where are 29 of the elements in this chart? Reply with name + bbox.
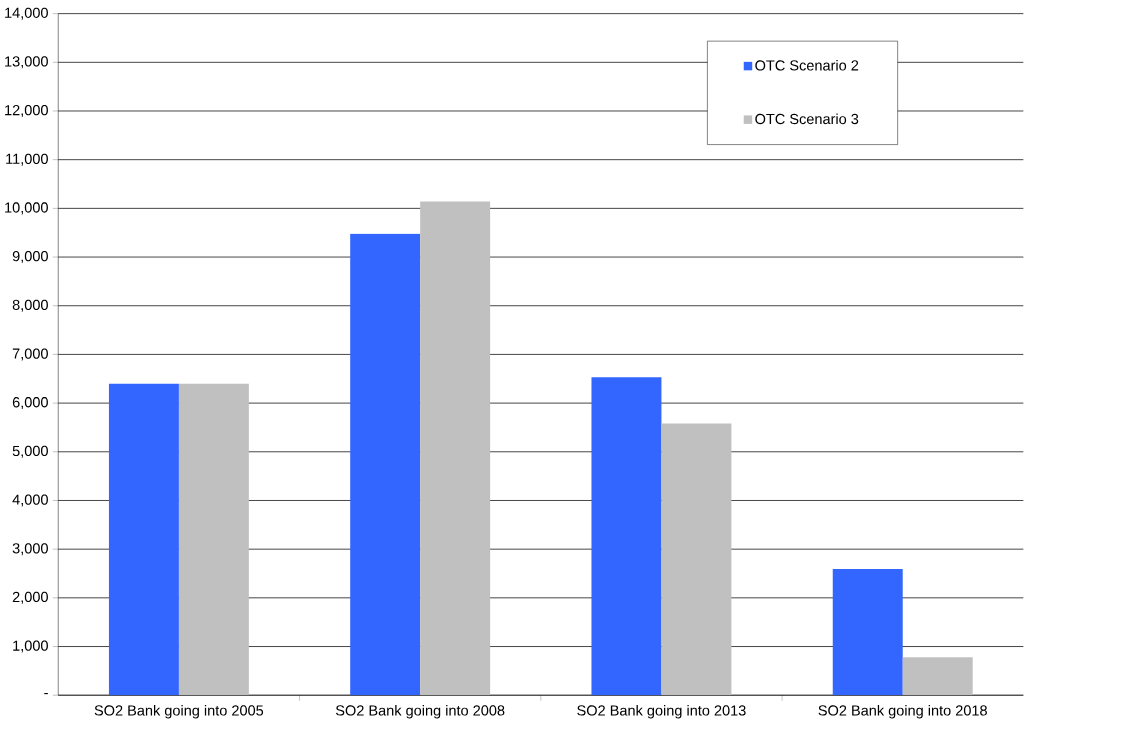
bar [420, 201, 491, 696]
x-tick-label: SO2 Bank going into 2008 [335, 705, 505, 719]
bar [108, 383, 179, 696]
y-tick-label: 8,000 [12, 299, 48, 312]
y-tick-label: 6,000 [12, 397, 48, 410]
y-tick-label: 1,000 [13, 640, 48, 653]
y-tick-label: 3,000 [12, 543, 48, 556]
y-tick-label: 5,000 [12, 445, 48, 458]
bar [902, 657, 973, 696]
legend-label: OTC Scenario 3 [755, 113, 859, 125]
legend-label: OTC Scenario 2 [755, 60, 859, 71]
x-tick-label: SO2 Bank going into 2013 [577, 705, 746, 719]
bar [350, 233, 421, 696]
bar [178, 383, 249, 696]
bar [832, 569, 903, 696]
x-tick-label: SO2 Bank going into 2018 [818, 705, 987, 719]
y-tick-label: 12,000 [5, 105, 48, 118]
y-tick-label: 4,000 [12, 494, 48, 507]
y-tick-label: 2,000 [12, 592, 48, 605]
y-tick-label: 9,000 [12, 251, 48, 264]
y-tick-label: 11,000 [6, 153, 48, 166]
y-tick-label: 10,000 [5, 202, 48, 215]
y-tick-label: 14,000 [5, 7, 48, 20]
y-tick-label: 7,000 [12, 348, 48, 361]
bar [661, 423, 732, 696]
bar [591, 377, 662, 696]
y-tick-label: - [44, 693, 48, 695]
x-tick-label: SO2 Bank going into 2005 [94, 705, 264, 719]
y-tick-label: 13,000 [5, 56, 48, 69]
